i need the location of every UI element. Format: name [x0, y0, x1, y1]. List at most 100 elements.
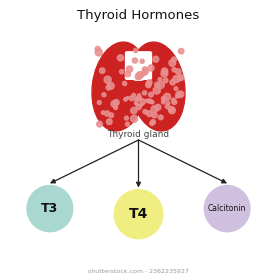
Circle shape	[106, 119, 112, 125]
Circle shape	[147, 80, 152, 85]
Circle shape	[95, 49, 102, 56]
Circle shape	[157, 81, 164, 88]
FancyBboxPatch shape	[119, 88, 158, 111]
Circle shape	[204, 185, 251, 232]
Circle shape	[165, 104, 170, 109]
Circle shape	[122, 81, 127, 86]
Circle shape	[151, 101, 154, 104]
Text: Thyroid Hormones: Thyroid Hormones	[77, 9, 200, 22]
Circle shape	[177, 91, 184, 97]
Circle shape	[137, 96, 142, 101]
Circle shape	[161, 70, 168, 77]
Circle shape	[126, 66, 133, 72]
Ellipse shape	[125, 59, 152, 80]
Circle shape	[168, 107, 174, 112]
Circle shape	[155, 104, 161, 110]
Circle shape	[140, 103, 142, 106]
Circle shape	[130, 115, 138, 122]
Circle shape	[161, 96, 166, 101]
Circle shape	[148, 65, 154, 71]
Circle shape	[132, 93, 135, 97]
Circle shape	[134, 101, 138, 105]
Circle shape	[140, 103, 143, 106]
Text: T3: T3	[41, 202, 58, 215]
Circle shape	[141, 71, 146, 76]
Circle shape	[114, 106, 117, 109]
Circle shape	[142, 67, 147, 72]
Circle shape	[172, 100, 177, 104]
Circle shape	[137, 72, 143, 78]
Circle shape	[176, 92, 181, 97]
Circle shape	[135, 98, 139, 102]
Ellipse shape	[130, 42, 185, 131]
Circle shape	[142, 69, 148, 75]
Circle shape	[169, 107, 175, 114]
Circle shape	[151, 106, 158, 113]
Circle shape	[178, 76, 182, 81]
Circle shape	[150, 121, 154, 125]
Circle shape	[135, 73, 142, 80]
Circle shape	[114, 189, 163, 239]
Circle shape	[101, 111, 105, 115]
Circle shape	[136, 97, 139, 100]
Circle shape	[140, 99, 145, 104]
Circle shape	[176, 95, 179, 98]
Circle shape	[129, 96, 134, 101]
Circle shape	[126, 97, 129, 99]
FancyBboxPatch shape	[125, 52, 152, 79]
Circle shape	[107, 82, 114, 89]
Text: Thyroid gland: Thyroid gland	[107, 130, 170, 139]
Ellipse shape	[92, 42, 147, 131]
Circle shape	[106, 85, 111, 90]
Circle shape	[132, 58, 137, 63]
Circle shape	[153, 56, 159, 62]
Circle shape	[114, 99, 119, 105]
Circle shape	[166, 101, 170, 105]
Circle shape	[143, 109, 147, 114]
Circle shape	[142, 91, 147, 95]
Circle shape	[169, 60, 176, 66]
Circle shape	[155, 82, 160, 87]
Circle shape	[148, 92, 153, 97]
Circle shape	[172, 67, 176, 72]
Circle shape	[124, 97, 127, 101]
Circle shape	[171, 98, 176, 102]
Circle shape	[152, 113, 157, 118]
Circle shape	[151, 120, 155, 124]
Circle shape	[95, 46, 100, 52]
Circle shape	[148, 99, 152, 103]
Circle shape	[170, 80, 175, 85]
Circle shape	[131, 107, 137, 114]
Circle shape	[99, 68, 105, 73]
Circle shape	[102, 93, 106, 97]
Circle shape	[147, 99, 151, 103]
Circle shape	[109, 113, 114, 118]
Circle shape	[97, 101, 101, 104]
Circle shape	[174, 87, 178, 90]
Circle shape	[124, 116, 129, 120]
Circle shape	[125, 122, 129, 126]
Circle shape	[119, 69, 124, 74]
Text: shutterstock.com · 2362235927: shutterstock.com · 2362235927	[88, 269, 189, 274]
Circle shape	[146, 82, 151, 88]
Circle shape	[135, 103, 138, 106]
Text: T4: T4	[129, 207, 148, 221]
Circle shape	[171, 57, 176, 62]
Circle shape	[153, 87, 160, 94]
Circle shape	[117, 55, 124, 61]
Circle shape	[161, 68, 168, 74]
Circle shape	[176, 69, 181, 74]
Circle shape	[137, 94, 141, 97]
Circle shape	[161, 100, 165, 104]
Circle shape	[158, 115, 163, 120]
Circle shape	[138, 97, 142, 101]
Circle shape	[147, 111, 152, 116]
Circle shape	[178, 48, 184, 54]
Circle shape	[125, 71, 130, 77]
Circle shape	[26, 185, 73, 232]
Circle shape	[163, 78, 168, 83]
Circle shape	[97, 121, 102, 127]
Circle shape	[104, 111, 110, 116]
Circle shape	[136, 105, 141, 110]
Circle shape	[173, 76, 180, 83]
